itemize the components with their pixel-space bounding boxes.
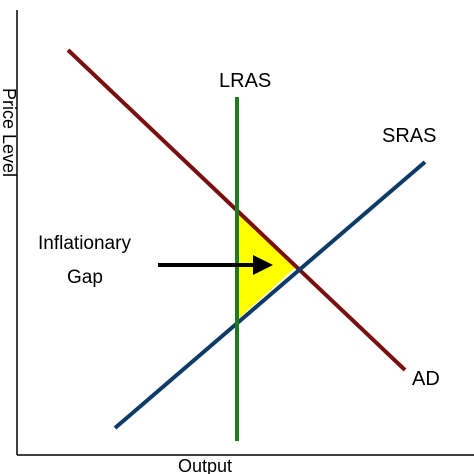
- lras-label: LRAS: [219, 70, 271, 92]
- gap-label-line2: Gap: [67, 267, 103, 288]
- y-axis-label: Price Level: [0, 88, 19, 177]
- sras-label: SRAS: [382, 125, 436, 147]
- ad-label: AD: [412, 368, 440, 390]
- x-axis-label: Output: [178, 456, 232, 474]
- sras-curve: [113, 160, 427, 430]
- gap-arrow: [158, 255, 273, 275]
- gap-label-line1: Inflationary: [38, 233, 131, 254]
